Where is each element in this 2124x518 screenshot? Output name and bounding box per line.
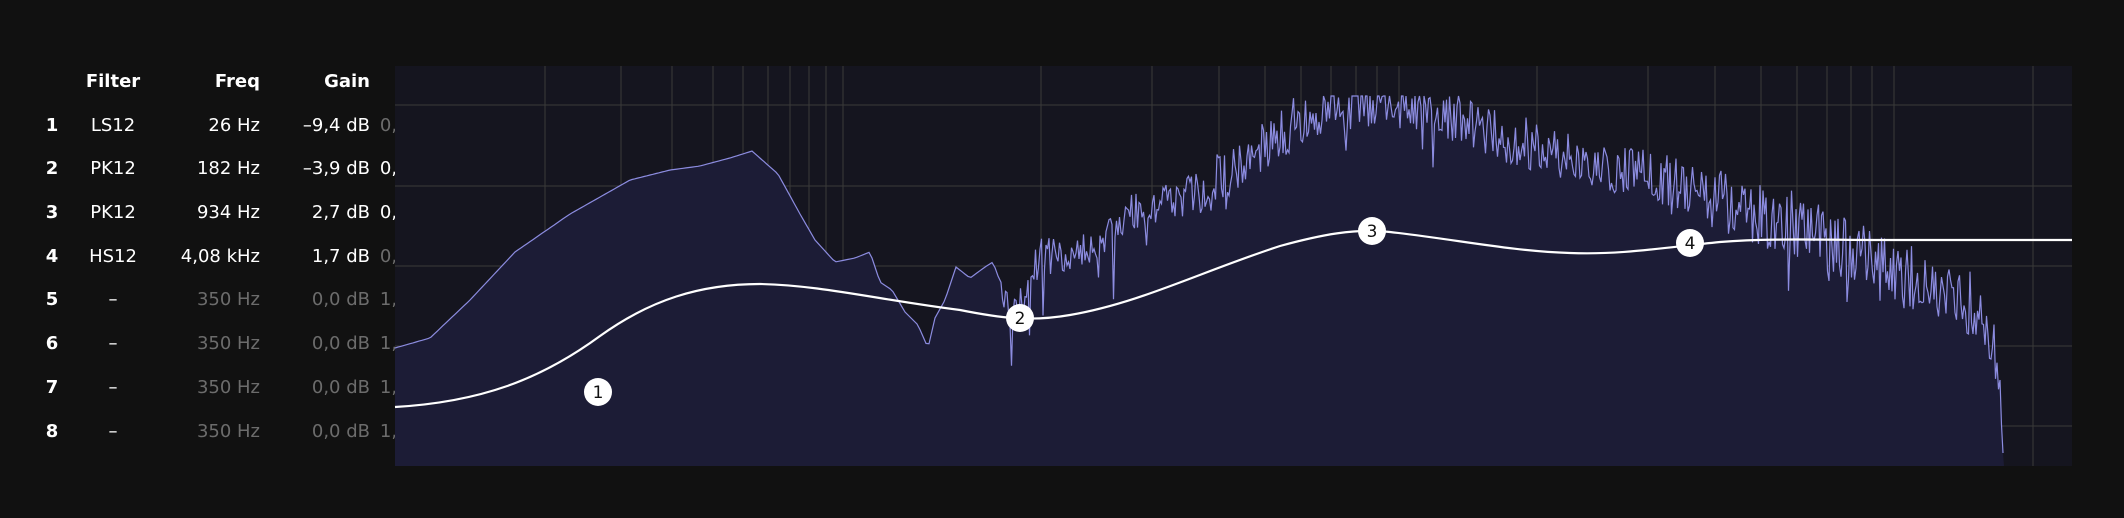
band-handles[interactable]: 1 2 3 4 bbox=[584, 217, 1704, 406]
band-filter-type[interactable]: PK12 bbox=[90, 202, 136, 224]
band-gain[interactable]: 0,0 dB bbox=[311, 289, 370, 311]
band-gain[interactable]: 0,0 dB bbox=[311, 376, 370, 398]
eq-response-curve bbox=[394, 229, 2072, 409]
band-filter-type[interactable]: – bbox=[108, 289, 118, 311]
band-number: 2 bbox=[45, 158, 59, 180]
band-handle-circle[interactable] bbox=[584, 378, 612, 406]
band-number: 7 bbox=[45, 376, 59, 398]
band-freq[interactable]: 4,08 kHz bbox=[180, 245, 260, 267]
band-gain[interactable]: 1,7 dB bbox=[311, 245, 370, 267]
spectrum-line bbox=[394, 95, 2004, 454]
band-handle-label: 1 bbox=[593, 383, 604, 403]
band-filter-type[interactable]: HS12 bbox=[89, 245, 137, 267]
spectrum-fill bbox=[395, 96, 2004, 466]
band-number: 6 bbox=[45, 333, 59, 355]
band-number: 1 bbox=[45, 114, 59, 136]
band-handle-circle[interactable] bbox=[1676, 229, 1704, 257]
band-gain[interactable]: 0,0 dB bbox=[311, 333, 370, 355]
band-number: 4 bbox=[45, 245, 59, 267]
band-handle-label: 4 bbox=[1685, 234, 1696, 254]
header-freq: Freq bbox=[214, 71, 260, 92]
band-filter-type[interactable]: LS12 bbox=[90, 114, 136, 136]
band-freq[interactable]: 350 Hz bbox=[196, 333, 260, 355]
band-handle-1[interactable]: 1 bbox=[584, 378, 612, 406]
band-handle-3[interactable]: 3 bbox=[1358, 217, 1386, 245]
band-handle-label: 2 bbox=[1015, 309, 1026, 329]
band-freq[interactable]: 350 Hz bbox=[196, 376, 260, 398]
band-freq[interactable]: 26 Hz bbox=[208, 114, 260, 136]
band-freq[interactable]: 350 Hz bbox=[196, 289, 260, 311]
band-handle-2[interactable]: 2 bbox=[1006, 304, 1034, 332]
header-gain: Gain bbox=[324, 71, 370, 92]
band-filter-type[interactable]: – bbox=[108, 376, 118, 398]
band-gain[interactable]: 2,7 dB bbox=[311, 202, 370, 224]
band-gain[interactable]: –3,9 dB bbox=[302, 158, 370, 180]
band-filter-type[interactable]: – bbox=[108, 333, 118, 355]
band-number: 8 bbox=[45, 420, 59, 442]
band-row-8[interactable]: 8 – 350 Hz 0,0 dB 1,00 bbox=[40, 416, 420, 460]
band-handle-4[interactable]: 4 bbox=[1676, 229, 1704, 257]
band-handle-circle[interactable] bbox=[1358, 217, 1386, 245]
band-gain[interactable]: 0,0 dB bbox=[311, 420, 370, 442]
band-handle-circle[interactable] bbox=[1006, 304, 1034, 332]
band-filter-type[interactable]: PK12 bbox=[90, 158, 136, 180]
header-filter: Filter bbox=[85, 71, 141, 92]
band-freq[interactable]: 350 Hz bbox=[196, 420, 260, 442]
band-handle-label: 3 bbox=[1367, 222, 1378, 242]
band-gain[interactable]: –9,4 dB bbox=[302, 114, 370, 136]
band-number: 3 bbox=[45, 202, 59, 224]
band-freq[interactable]: 182 Hz bbox=[196, 158, 260, 180]
band-freq[interactable]: 934 Hz bbox=[196, 202, 260, 224]
band-filter-type[interactable]: – bbox=[108, 420, 118, 442]
band-number: 5 bbox=[45, 289, 59, 311]
